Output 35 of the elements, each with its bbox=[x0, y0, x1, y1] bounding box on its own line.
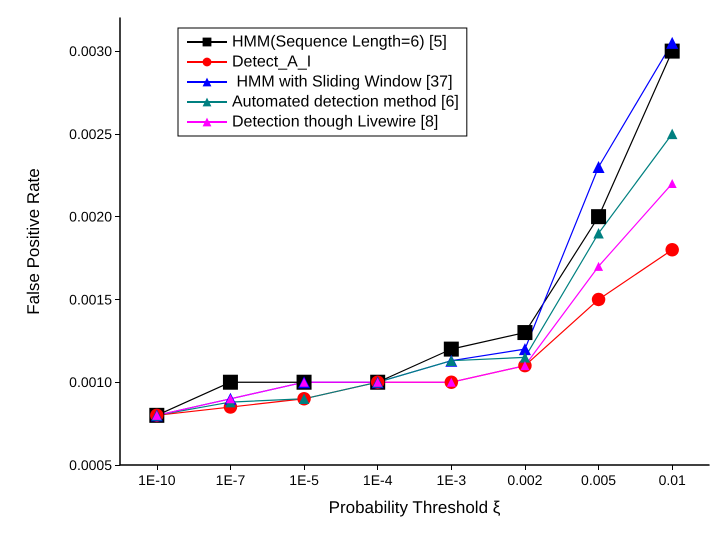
x-tick-label: 1E-4 bbox=[362, 472, 393, 488]
y-tick-label: 0.0030 bbox=[69, 43, 112, 60]
point bbox=[666, 36, 678, 49]
x-tick-label: 0.005 bbox=[581, 472, 616, 488]
y-tick-label: 0.0010 bbox=[69, 374, 112, 390]
point bbox=[591, 209, 606, 224]
legend-label: Detect_A_I bbox=[232, 54, 312, 70]
point bbox=[520, 352, 530, 363]
x-tick-label: 1E-10 bbox=[138, 472, 176, 488]
x-tick-label: 1E-3 bbox=[436, 472, 466, 488]
point bbox=[666, 128, 678, 140]
x-tick-label: 0.01 bbox=[658, 472, 686, 488]
x-axis-title: Probability Threshold ξ bbox=[328, 498, 501, 517]
legend-label: HMM with Sliding Window [37] bbox=[232, 74, 453, 90]
point bbox=[222, 374, 238, 390]
y-axis-title: False Positive Rate bbox=[24, 168, 43, 315]
point bbox=[594, 262, 604, 271]
point bbox=[517, 325, 532, 340]
y-tick-label: 0.0015 bbox=[69, 291, 112, 308]
point bbox=[444, 342, 459, 357]
point bbox=[668, 179, 677, 188]
point bbox=[592, 161, 605, 173]
x-tick-label: 1E-7 bbox=[216, 472, 246, 488]
point bbox=[592, 292, 606, 306]
point bbox=[593, 228, 604, 238]
legend-label: HMM(Sequence Length=6) [5] bbox=[232, 34, 447, 50]
point bbox=[665, 243, 679, 257]
y-tick-label: 0.0025 bbox=[69, 126, 112, 142]
y-tick-label: 0.0005 bbox=[69, 457, 112, 473]
x-tick-label: 0.002 bbox=[507, 472, 543, 488]
x-tick-label: 1E-5 bbox=[289, 472, 320, 488]
legend-label: Detection though Livewire [8] bbox=[232, 114, 438, 130]
point bbox=[518, 343, 531, 356]
legend-label: Automated detection method [6] bbox=[232, 94, 459, 110]
y-tick-label: 0.0020 bbox=[69, 208, 112, 225]
